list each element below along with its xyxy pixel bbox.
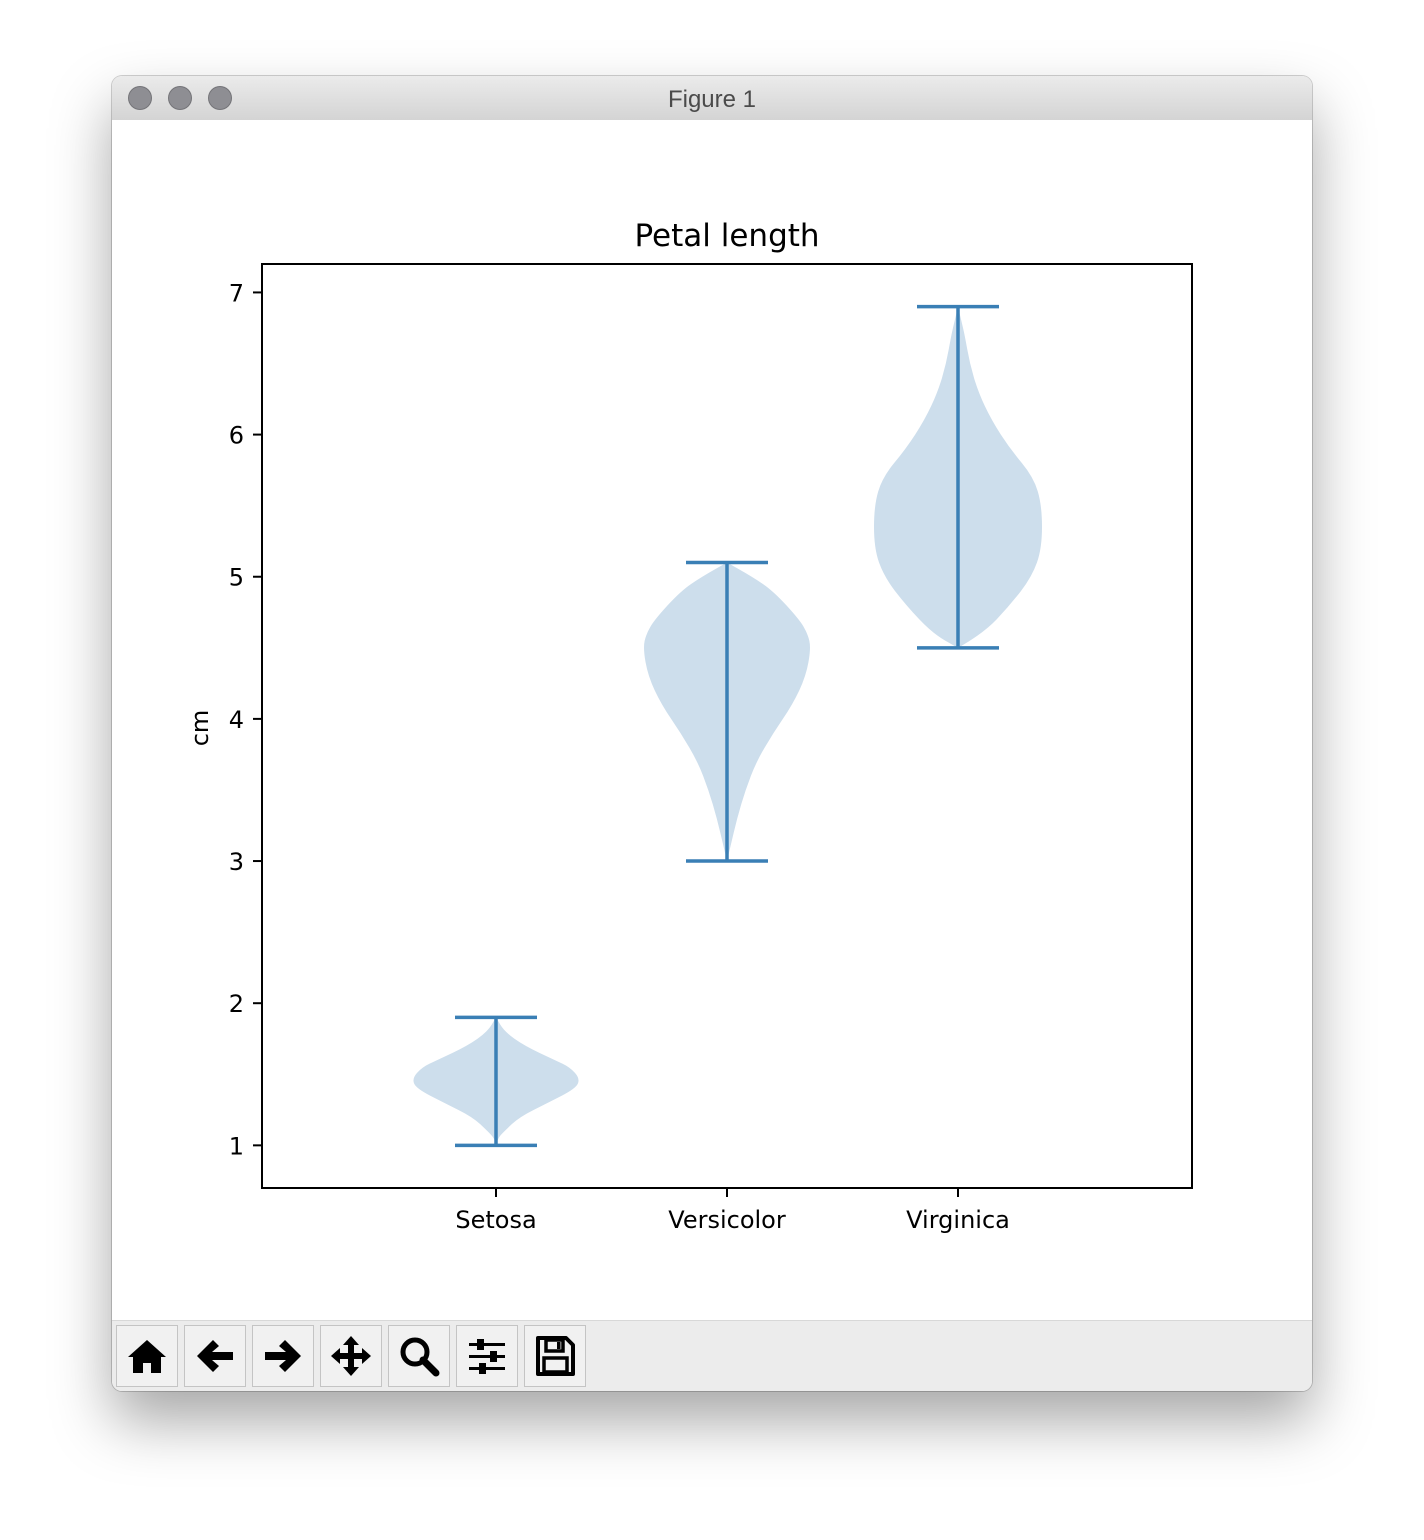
arrow-right-icon	[265, 1340, 301, 1372]
violin-chart: Petal length cm 1 2 3 4 5 6 7 Setosa Versicolor…	[186, 218, 1193, 1234]
y-tick-label: 3	[229, 848, 244, 876]
y-tick-label: 6	[229, 422, 244, 450]
violin-bodies	[413, 304, 1042, 1148]
y-tick-label: 7	[229, 279, 244, 307]
window-title: Figure 1	[667, 86, 757, 113]
chart-title: Petal length	[634, 218, 819, 254]
x-axis: Setosa Versicolor Virginica	[455, 1188, 1010, 1234]
search-icon	[400, 1337, 440, 1377]
y-tick-label: 4	[229, 706, 244, 734]
title-bar[interactable]: Figure 1	[112, 76, 1312, 121]
navigation-toolbar	[112, 1320, 1312, 1391]
y-axis: 1 2 3 4 5 6 7	[229, 279, 262, 1160]
forward-button[interactable]	[252, 1325, 314, 1387]
pan-button[interactable]	[320, 1325, 382, 1387]
home-icon	[128, 1340, 166, 1373]
plot-frame	[261, 263, 1193, 1189]
close-button[interactable]	[128, 86, 152, 110]
y-tick-label: 5	[229, 564, 244, 592]
zoom-window-button[interactable]	[208, 86, 232, 110]
configure-subplots-button[interactable]	[456, 1325, 518, 1387]
x-tick-label: Setosa	[455, 1206, 536, 1234]
y-axis-label: cm	[186, 710, 214, 747]
arrow-left-icon	[197, 1340, 233, 1372]
x-tick-label: Virginica	[906, 1206, 1010, 1234]
figure-window: Figure 1 Petal length cm 1 2 3 4 5 6 7 Setosa V…	[112, 76, 1312, 1391]
back-button[interactable]	[184, 1325, 246, 1387]
y-tick-label: 2	[229, 990, 244, 1018]
home-button[interactable]	[116, 1325, 178, 1387]
zoom-button[interactable]	[388, 1325, 450, 1387]
move-icon	[331, 1336, 371, 1376]
figure-canvas[interactable]: Petal length cm 1 2 3 4 5 6 7 Setosa Versicolor…	[112, 120, 1312, 1320]
save-icon	[536, 1336, 575, 1376]
minimize-button[interactable]	[168, 86, 192, 110]
save-button[interactable]	[524, 1325, 586, 1387]
sliders-icon	[469, 1339, 505, 1374]
x-tick-label: Versicolor	[668, 1206, 786, 1234]
y-tick-label: 1	[229, 1132, 244, 1160]
